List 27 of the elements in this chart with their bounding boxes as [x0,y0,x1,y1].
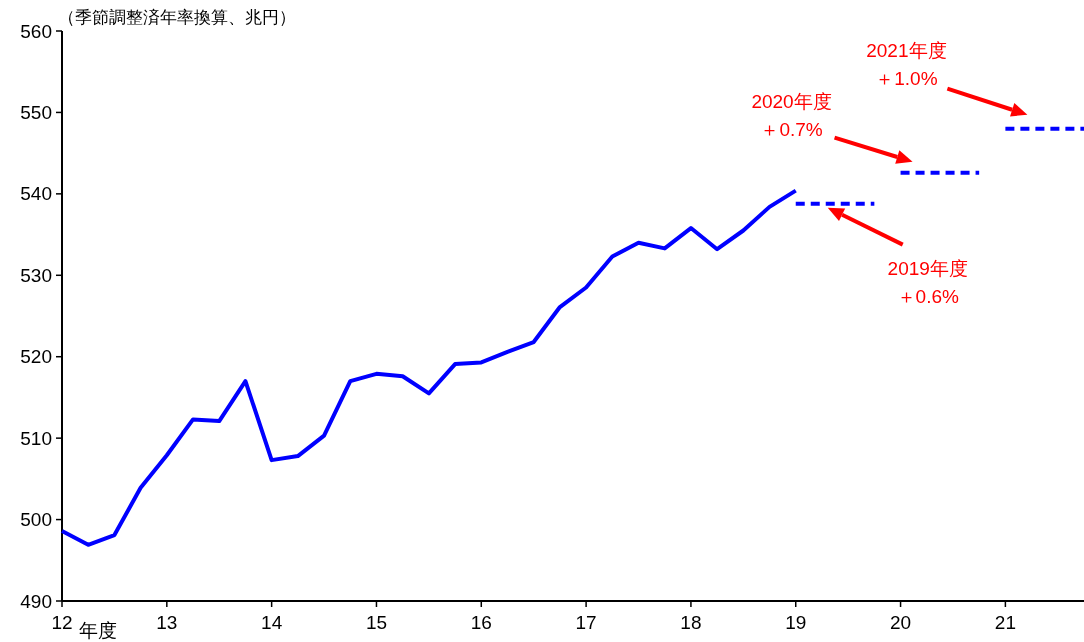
annotation: ＋1.0% [875,68,938,90]
y-axis-title: （季節調整済年率換算、兆円） [58,8,296,27]
annotation: 2021年度 [866,40,947,62]
x-tick-label: 16 [470,612,492,633]
y-tick-label: 560 [20,20,52,42]
y-tick-label: 520 [20,346,52,368]
x-tick-label: 19 [785,612,807,633]
annotation: ＋0.7% [760,119,823,141]
x-tick-label: 18 [680,612,702,633]
x-tick-label: 20 [889,612,912,633]
y-tick-label: 530 [20,264,52,286]
x-tick-label: 17 [575,612,597,633]
x-tick-label: 15 [365,612,388,633]
y-tick-label: 550 [20,101,52,123]
y-tick-label: 510 [20,427,52,449]
y-tick-label: 540 [20,183,52,205]
annotation: 2019年度 [887,258,968,280]
x-tick-label: 14 [261,612,283,633]
annotation: ＋0.6% [896,286,959,308]
x-tick-label: 21 [994,612,1016,633]
y-tick-label: 490 [20,590,52,612]
line-series [60,188,798,547]
x-tick-label: 13 [156,612,178,633]
x-tick-label: 12 [51,612,73,633]
annotation: 2020年度 [751,91,832,113]
x-axis-title: 年度 [79,620,117,641]
y-tick-label: 500 [20,509,52,531]
